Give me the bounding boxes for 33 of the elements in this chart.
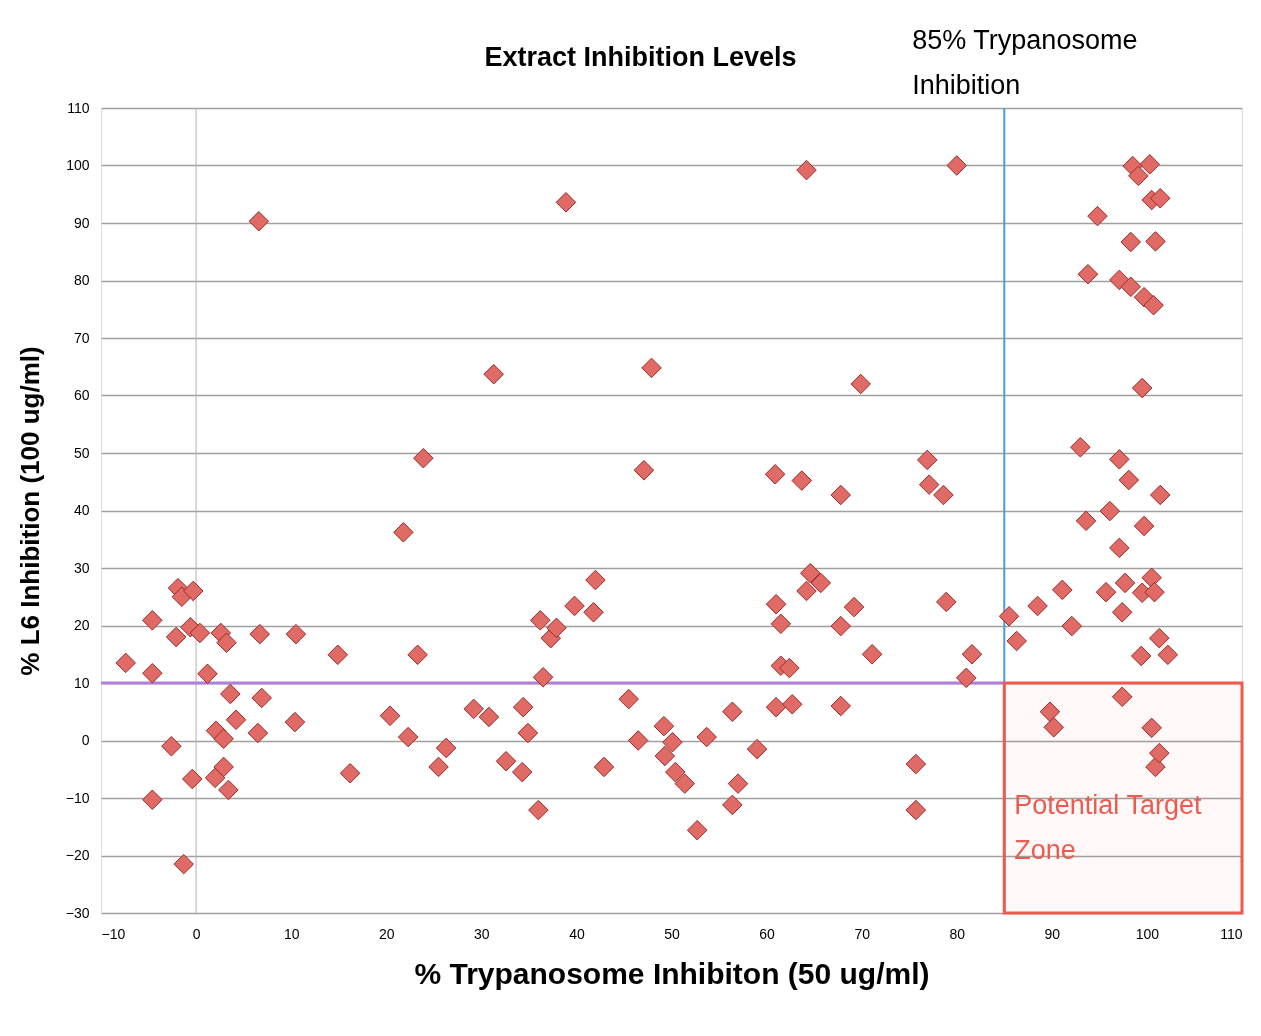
x-tick-label: 40 — [569, 925, 585, 942]
band-label: Potential Target Zone — [1014, 790, 1202, 865]
y-tick-label: 80 — [73, 272, 90, 288]
y-tick-label: −10 — [65, 789, 90, 806]
y-tick-label: 100 — [66, 157, 90, 173]
y-tick-label: 110 — [67, 99, 90, 116]
x-tick-label: 60 — [759, 925, 776, 942]
x-tick-label: 100 — [1135, 925, 1160, 942]
y-tick-label: 30 — [73, 559, 90, 576]
y-tick-label: 50 — [73, 444, 90, 461]
y-tick-label: 0 — [81, 732, 90, 748]
ref-line-label: 85% Trypanosome Inhibition — [912, 25, 1138, 100]
y-tick-label: 90 — [73, 214, 90, 231]
x-tick-label: 0 — [192, 925, 201, 942]
y-tick-label: 60 — [73, 387, 90, 403]
y-axis-title: % L6 Inhibition (100 ug/ml) — [14, 346, 45, 676]
chart-title: Extract Inhibition Levels — [484, 42, 797, 72]
x-tick-label: 30 — [474, 925, 490, 942]
y-tick-label: 40 — [73, 502, 90, 518]
y-tick-label: −20 — [65, 847, 90, 863]
x-tick-label: −10 — [101, 925, 126, 942]
x-tick-label: 110 — [1220, 925, 1243, 942]
x-tick-label: 10 — [283, 925, 300, 942]
y-tick-label: −30 — [65, 904, 90, 921]
x-axis-title: % Trypanosome Inhibiton (50 ug/ml) — [414, 956, 930, 990]
x-tick-label: 80 — [949, 925, 966, 942]
y-tick-label: 10 — [73, 674, 90, 691]
x-tick-label: 50 — [664, 925, 680, 942]
y-tick-label: 20 — [73, 617, 90, 633]
x-tick-label: 70 — [854, 925, 871, 942]
x-tick-label: 20 — [378, 925, 395, 942]
y-tick-label: 70 — [73, 329, 90, 346]
x-tick-label: 90 — [1044, 925, 1061, 942]
